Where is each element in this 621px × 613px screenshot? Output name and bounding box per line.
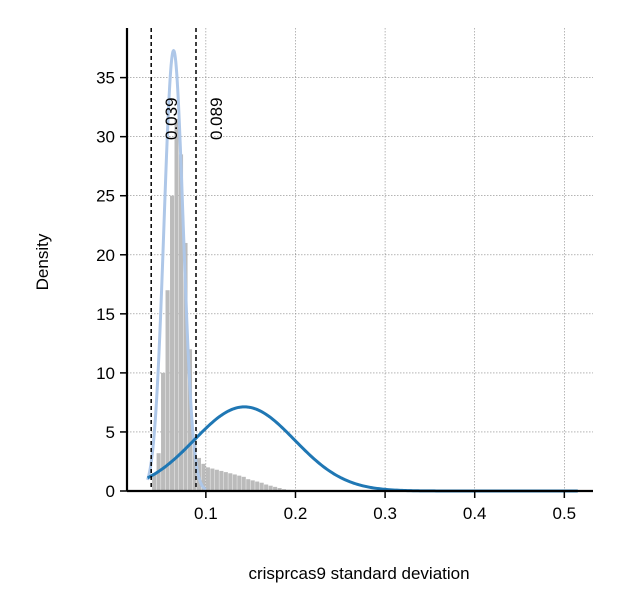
vline-label-1: 0.089	[207, 97, 226, 140]
vline-label-0: 0.039	[162, 97, 181, 140]
hist-bar	[210, 468, 215, 491]
hist-bar	[259, 482, 264, 491]
hist-bar	[170, 195, 175, 491]
reference-lines: 0.039 0.089	[150, 28, 226, 491]
y-tick-label-7: 35	[96, 69, 115, 88]
x-tick-label-2: 0.3	[373, 504, 397, 523]
hist-bar	[187, 349, 193, 491]
x-tick-label-3: 0.4	[463, 504, 487, 523]
hist-bar	[223, 472, 228, 491]
hist-bar	[192, 437, 197, 491]
y-tick-label-0: 0	[106, 482, 115, 501]
hist-bar	[237, 475, 242, 491]
hist-bar	[246, 479, 251, 491]
hist-bar	[273, 486, 278, 491]
hist-bar	[201, 463, 206, 491]
hist-bar	[205, 467, 210, 491]
hist-bar	[232, 474, 237, 491]
hist-bar	[183, 242, 188, 491]
hist-bar	[161, 372, 166, 491]
hist-bar	[241, 476, 246, 491]
hist-bar	[165, 290, 170, 491]
y-tick-label-4: 20	[96, 246, 115, 265]
hist-bar	[152, 473, 157, 491]
hist-bar	[214, 469, 219, 491]
hist-bar	[250, 480, 255, 491]
y-tick-label-2: 10	[96, 364, 115, 383]
x-tick-label-0: 0.1	[194, 504, 218, 523]
x-axis-title: crisprcas9 standard deviation	[248, 564, 469, 583]
hist-bar	[174, 118, 179, 492]
x-tick-label-1: 0.2	[284, 504, 308, 523]
y-tick-label-1: 5	[106, 423, 115, 442]
hist-bar	[264, 484, 269, 491]
x-tick-label-4: 0.5	[553, 504, 577, 523]
hist-bar	[277, 488, 282, 491]
y-tick-label-5: 25	[96, 187, 115, 206]
hist-bar	[219, 470, 224, 491]
tick-labels: 0.1 0.2 0.3 0.4 0.5 0 5 10 15 20 25 30 35	[96, 69, 576, 523]
y-tick-label-6: 30	[96, 128, 115, 147]
hist-bar	[255, 481, 260, 491]
axes	[125, 28, 593, 493]
grid-lines	[127, 28, 593, 491]
hist-bar	[228, 473, 233, 491]
hist-bar	[178, 154, 184, 491]
y-tick-label-3: 15	[96, 305, 115, 324]
histogram-bars	[152, 118, 296, 492]
y-axis-title: Density	[33, 233, 52, 290]
hist-bar	[268, 485, 273, 491]
